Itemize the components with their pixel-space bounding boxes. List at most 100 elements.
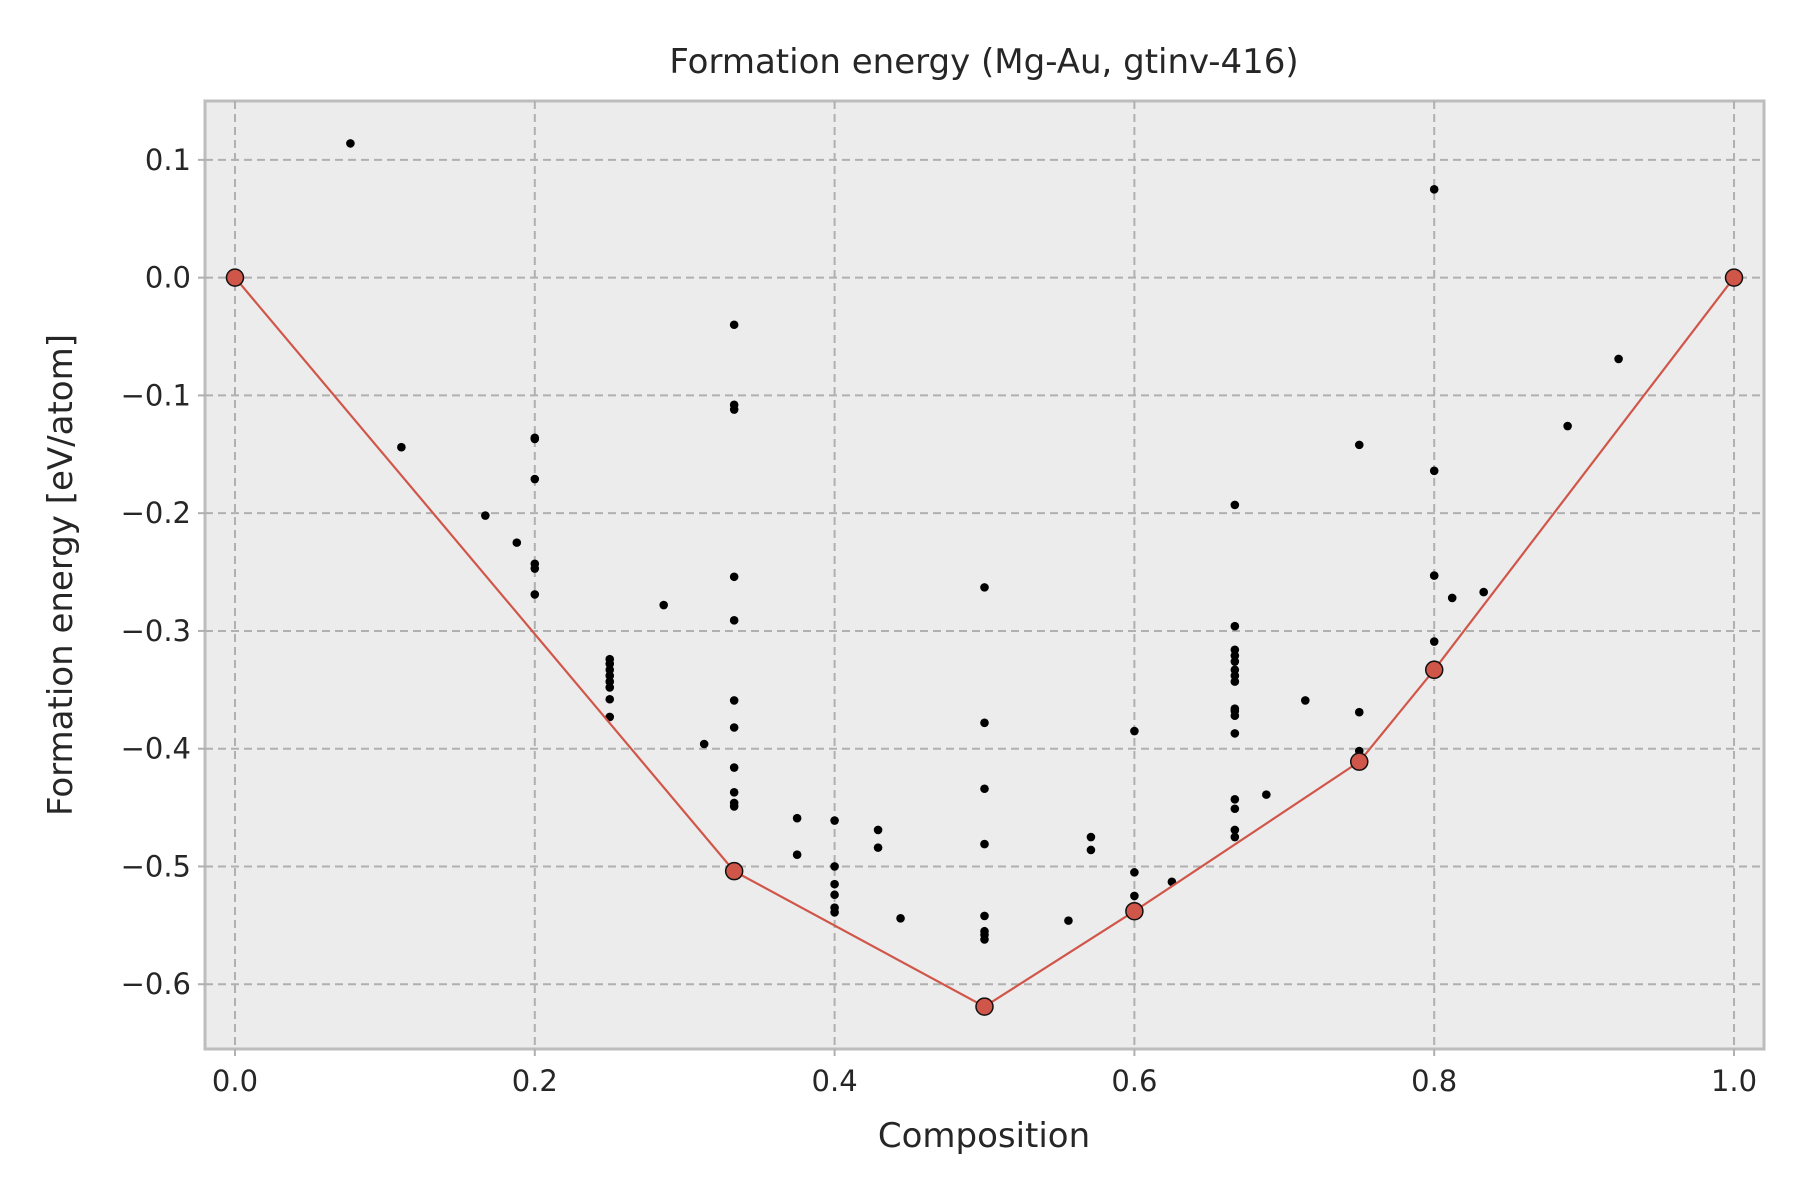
data-point [729,616,739,625]
data-point [830,862,839,871]
y-tick-label: −0.5 [121,849,191,883]
data-point [512,538,522,547]
data-point [729,696,739,705]
x-tick-label: 0.0 [212,1064,258,1098]
data-point [346,139,355,148]
data-point [1429,637,1439,646]
x-tick-label: 0.6 [1111,1064,1157,1098]
data-point [980,839,989,849]
data-point [605,683,615,692]
data-point [1230,671,1240,680]
data-point [530,474,540,484]
data-point [1230,804,1240,814]
data-point [729,787,739,797]
data-point [980,583,989,592]
data-point [605,677,615,686]
data-point [1479,587,1488,597]
data-point [1429,185,1439,194]
data-point [605,694,615,704]
data-point [729,763,739,772]
y-tick-label: −0.4 [121,732,191,766]
data-point [1230,795,1240,804]
axis-ticks: 0.0 0.2 0.4 0.6 0.8 1.0 0.1 0.0 −0.1 −0.2 −0.3 −0.4… [121,143,1758,1098]
data-point [830,890,839,900]
data-point [530,564,540,573]
hull-point [1724,268,1744,287]
y-tick-label: −0.3 [121,614,191,648]
hull-point [975,997,994,1016]
data-point [1130,868,1139,877]
data-point [830,908,839,917]
data-point [605,665,615,675]
data-point [659,600,669,610]
data-point [729,320,739,330]
data-point [729,405,739,414]
data-series [225,139,1744,1016]
data-point [792,850,802,859]
y-tick-label: −0.1 [121,378,191,412]
data-point [699,739,709,749]
hull-point [1424,660,1444,680]
data-point [830,816,839,825]
data-point [1230,825,1240,835]
data-point [1230,621,1240,631]
data-point [397,442,406,452]
data-point [481,511,490,520]
data-point [792,813,802,823]
x-axis-label: Composition [878,1116,1090,1156]
y-tick-label: −0.6 [121,967,191,1001]
hull-point [225,268,245,287]
data-point [830,879,839,889]
data-point [1563,421,1572,431]
data-point [1614,354,1623,364]
hull-point [1125,901,1144,921]
data-point [1354,707,1364,717]
data-point [980,718,989,728]
chart-title: Formation energy (Mg-Au, gtinv-416) [669,42,1298,82]
data-point [1262,790,1271,799]
data-point [1230,500,1240,510]
data-point [1447,593,1457,603]
y-tick-label: 0.0 [145,261,191,295]
hull-point [724,861,744,881]
data-point [1354,440,1364,450]
data-point [896,913,905,923]
data-point [530,590,540,599]
data-point [1300,696,1310,705]
hull-point [1350,752,1369,771]
plot-area [203,99,1766,1051]
data-point [1230,657,1240,666]
data-point [980,911,989,921]
data-point [1429,571,1439,580]
x-tick-label: 0.4 [812,1064,858,1098]
data-point [1429,466,1439,476]
x-tick-label: 1.0 [1711,1064,1757,1098]
data-point [980,784,989,794]
y-axis-label: Formation energy [eV/atom] [41,334,81,816]
data-point [1130,891,1139,901]
data-point [1230,665,1240,675]
y-tick-label: −0.2 [121,496,191,530]
data-point [873,843,883,852]
data-point [1230,677,1240,686]
data-point [605,671,615,680]
data-point [1230,832,1240,842]
data-point [1230,651,1240,660]
data-point [1130,726,1139,736]
data-point [980,935,989,944]
y-tick-label: 0.1 [145,143,191,177]
data-point [530,434,540,444]
x-tick-label: 0.8 [1411,1064,1457,1098]
data-point [1230,645,1240,655]
data-point [1230,711,1240,721]
data-point [605,659,615,669]
x-tick-label: 0.2 [512,1064,558,1098]
data-point [1230,729,1240,738]
data-point [1086,845,1096,855]
data-point [1086,832,1096,842]
data-point [729,572,739,582]
data-point [1064,916,1073,925]
data-point [873,825,883,835]
data-point [729,723,739,732]
data-point [729,802,739,811]
